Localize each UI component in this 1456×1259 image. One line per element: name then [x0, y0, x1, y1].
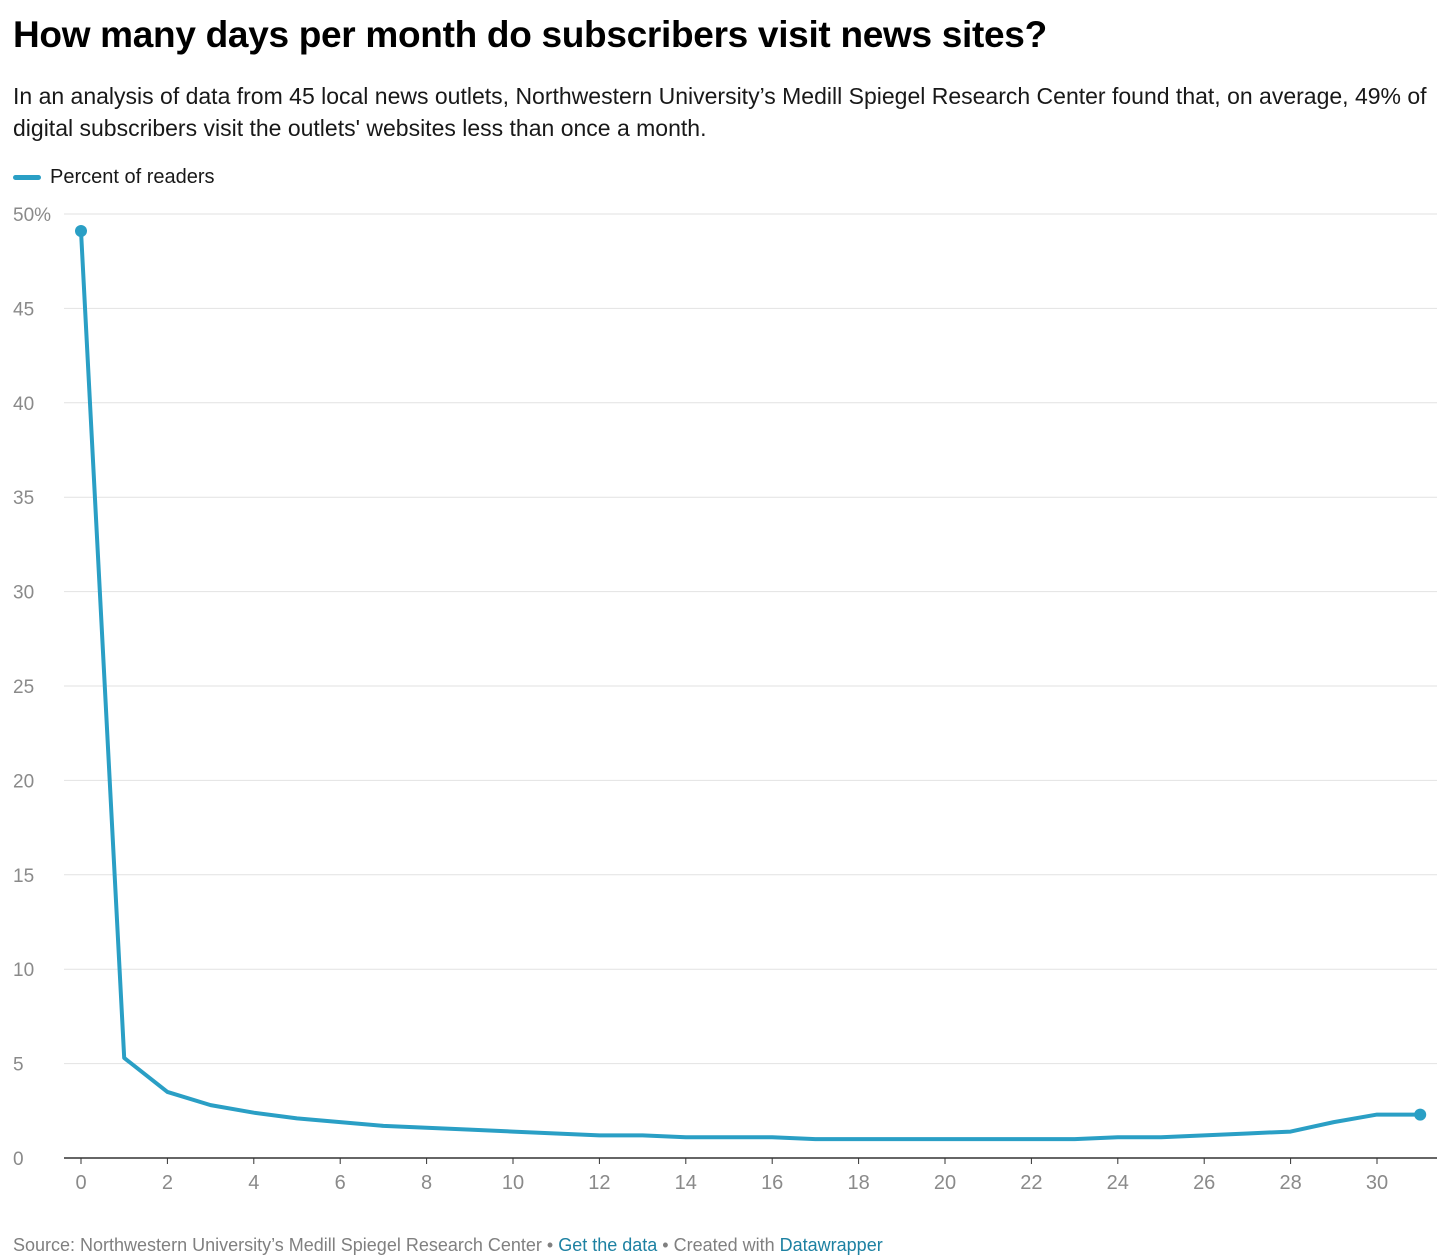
x-tick-label: 2 — [162, 1172, 173, 1194]
y-axis-ticks: 0 5 10 15 20 25 30 35 40 45 50% — [13, 205, 51, 1170]
x-tick-label: 18 — [847, 1172, 869, 1194]
y-tick-label: 10 — [13, 960, 34, 981]
x-tick-label: 10 — [502, 1172, 524, 1194]
x-tick-label: 0 — [75, 1172, 86, 1194]
datawrapper-link[interactable]: Datawrapper — [779, 1235, 883, 1255]
footer: Source: Northwestern University’s Medill… — [13, 1235, 883, 1256]
source-text: Source: Northwestern University’s Medill… — [13, 1235, 542, 1255]
x-tick-label: 22 — [1020, 1172, 1042, 1194]
chart-title: How many days per month do subscribers v… — [13, 14, 1047, 55]
legend-label: Percent of readers — [50, 165, 215, 188]
y-tick-label: 25 — [13, 677, 34, 698]
x-tick-label: 30 — [1366, 1172, 1388, 1194]
x-tick-label: 28 — [1279, 1172, 1301, 1194]
y-tick-label: 5 — [13, 1055, 24, 1076]
series-line — [79, 228, 1423, 1142]
x-axis-ticks: 0 2 4 6 8 10 12 14 16 18 20 22 24 26 28 30 — [75, 1158, 1388, 1194]
y-tick-label: 50% — [13, 205, 51, 226]
get-the-data-link[interactable]: Get the data — [558, 1235, 658, 1255]
gridlines — [64, 213, 1437, 1159]
legend: Percent of readers — [13, 165, 215, 189]
x-tick-label: 14 — [675, 1172, 697, 1194]
y-tick-label: 20 — [13, 771, 34, 792]
x-tick-label: 20 — [934, 1172, 956, 1194]
y-tick-label: 0 — [13, 1149, 24, 1170]
start-point-marker — [75, 224, 87, 237]
y-tick-label: 45 — [13, 299, 34, 320]
end-point-marker — [1414, 1108, 1427, 1121]
x-tick-label: 4 — [248, 1172, 259, 1194]
y-tick-label: 35 — [13, 488, 34, 509]
y-tick-label: 15 — [13, 866, 34, 887]
x-tick-label: 26 — [1193, 1172, 1215, 1194]
chart-subtitle: In an analysis of data from 45 local new… — [13, 83, 1427, 141]
y-tick-label: 40 — [13, 394, 34, 415]
footer-created-with: • Created with — [657, 1235, 780, 1255]
x-tick-label: 6 — [335, 1172, 346, 1194]
y-tick-label: 30 — [13, 583, 34, 604]
x-tick-label: 8 — [421, 1172, 432, 1194]
legend-swatch — [13, 174, 41, 180]
series-percent-of-readers — [75, 224, 1427, 1142]
footer-separator: • — [541, 1235, 559, 1255]
x-tick-label: 12 — [588, 1172, 610, 1194]
x-tick-label: 24 — [1107, 1172, 1129, 1194]
x-tick-label: 16 — [761, 1172, 783, 1194]
